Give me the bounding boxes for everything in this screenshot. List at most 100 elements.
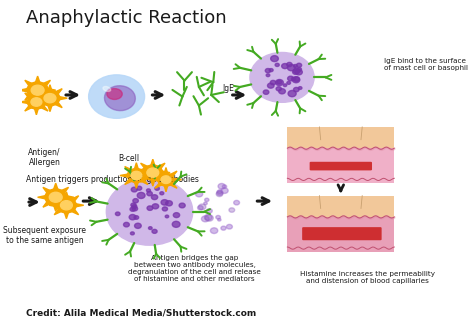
Circle shape — [132, 205, 137, 209]
Polygon shape — [134, 163, 138, 170]
Polygon shape — [157, 163, 165, 169]
Polygon shape — [25, 94, 33, 100]
Circle shape — [165, 215, 169, 218]
Circle shape — [217, 190, 222, 194]
Circle shape — [296, 63, 301, 67]
Circle shape — [129, 214, 136, 220]
Circle shape — [292, 70, 299, 74]
Polygon shape — [48, 104, 52, 112]
Polygon shape — [151, 159, 155, 166]
Circle shape — [288, 91, 296, 97]
Circle shape — [161, 200, 168, 205]
Circle shape — [267, 83, 274, 88]
FancyBboxPatch shape — [287, 127, 394, 148]
Circle shape — [218, 184, 225, 189]
Polygon shape — [120, 174, 129, 177]
Text: IgE: IgE — [222, 84, 234, 93]
Circle shape — [143, 165, 163, 180]
Polygon shape — [44, 100, 53, 104]
Polygon shape — [60, 187, 69, 194]
Circle shape — [292, 77, 295, 81]
Polygon shape — [34, 89, 38, 96]
Circle shape — [204, 202, 207, 205]
Circle shape — [131, 187, 137, 192]
Polygon shape — [140, 178, 148, 185]
Circle shape — [263, 90, 269, 94]
Circle shape — [293, 68, 300, 74]
Circle shape — [204, 214, 212, 220]
Circle shape — [45, 189, 66, 205]
Circle shape — [271, 56, 278, 62]
Circle shape — [31, 85, 44, 95]
Circle shape — [148, 227, 152, 230]
Circle shape — [147, 168, 159, 177]
Polygon shape — [53, 204, 58, 211]
Polygon shape — [33, 96, 42, 100]
Polygon shape — [71, 208, 79, 215]
Polygon shape — [53, 183, 58, 190]
Circle shape — [217, 190, 223, 195]
Circle shape — [279, 89, 285, 94]
Text: IgE bind to the surface
of mast cell or basophil: IgE bind to the surface of mast cell or … — [384, 58, 468, 71]
Circle shape — [198, 206, 203, 210]
Circle shape — [195, 191, 203, 197]
Circle shape — [152, 204, 159, 209]
Circle shape — [115, 212, 120, 216]
Circle shape — [292, 77, 300, 83]
Circle shape — [297, 67, 301, 71]
Circle shape — [155, 187, 159, 190]
Circle shape — [44, 94, 56, 103]
Polygon shape — [150, 178, 159, 181]
Circle shape — [282, 64, 288, 69]
Circle shape — [229, 208, 235, 212]
Text: Histamine increases the permeability
and distension of blood capillaries: Histamine increases the permeability and… — [300, 271, 435, 284]
Circle shape — [250, 52, 314, 102]
Circle shape — [234, 200, 239, 205]
Circle shape — [265, 68, 271, 73]
Circle shape — [298, 87, 302, 90]
Ellipse shape — [104, 86, 136, 111]
Circle shape — [205, 198, 209, 202]
Polygon shape — [40, 93, 48, 99]
Circle shape — [146, 189, 150, 192]
Text: Antigen/
Allergen: Antigen/ Allergen — [28, 148, 61, 167]
Polygon shape — [19, 88, 29, 92]
Polygon shape — [71, 196, 79, 202]
Polygon shape — [20, 100, 29, 104]
Polygon shape — [125, 178, 133, 185]
Polygon shape — [25, 93, 33, 99]
Circle shape — [173, 213, 180, 218]
Circle shape — [210, 228, 218, 233]
Polygon shape — [155, 182, 163, 188]
Polygon shape — [74, 204, 84, 207]
Circle shape — [277, 80, 282, 84]
Circle shape — [199, 204, 206, 210]
Circle shape — [216, 192, 223, 197]
Text: Subsequent exposure
to the same antigen: Subsequent exposure to the same antigen — [3, 226, 86, 246]
Circle shape — [288, 76, 294, 81]
Circle shape — [158, 173, 174, 186]
Polygon shape — [169, 182, 177, 188]
Text: Antigen triggers production of IgE antibodies: Antigen triggers production of IgE antib… — [26, 175, 199, 184]
Circle shape — [276, 87, 282, 91]
Polygon shape — [125, 167, 133, 173]
Circle shape — [135, 223, 141, 229]
Polygon shape — [54, 101, 62, 108]
Polygon shape — [164, 168, 168, 174]
Polygon shape — [40, 105, 48, 111]
Circle shape — [287, 62, 292, 67]
Polygon shape — [38, 89, 46, 95]
Circle shape — [130, 232, 134, 235]
Polygon shape — [42, 80, 50, 87]
Polygon shape — [54, 89, 62, 95]
Polygon shape — [54, 208, 63, 215]
Polygon shape — [35, 76, 40, 83]
Circle shape — [137, 192, 145, 198]
Circle shape — [218, 218, 221, 221]
Polygon shape — [144, 174, 153, 177]
Polygon shape — [164, 185, 168, 192]
FancyBboxPatch shape — [287, 148, 394, 183]
Circle shape — [201, 216, 209, 222]
Circle shape — [31, 98, 42, 106]
Polygon shape — [161, 171, 170, 174]
